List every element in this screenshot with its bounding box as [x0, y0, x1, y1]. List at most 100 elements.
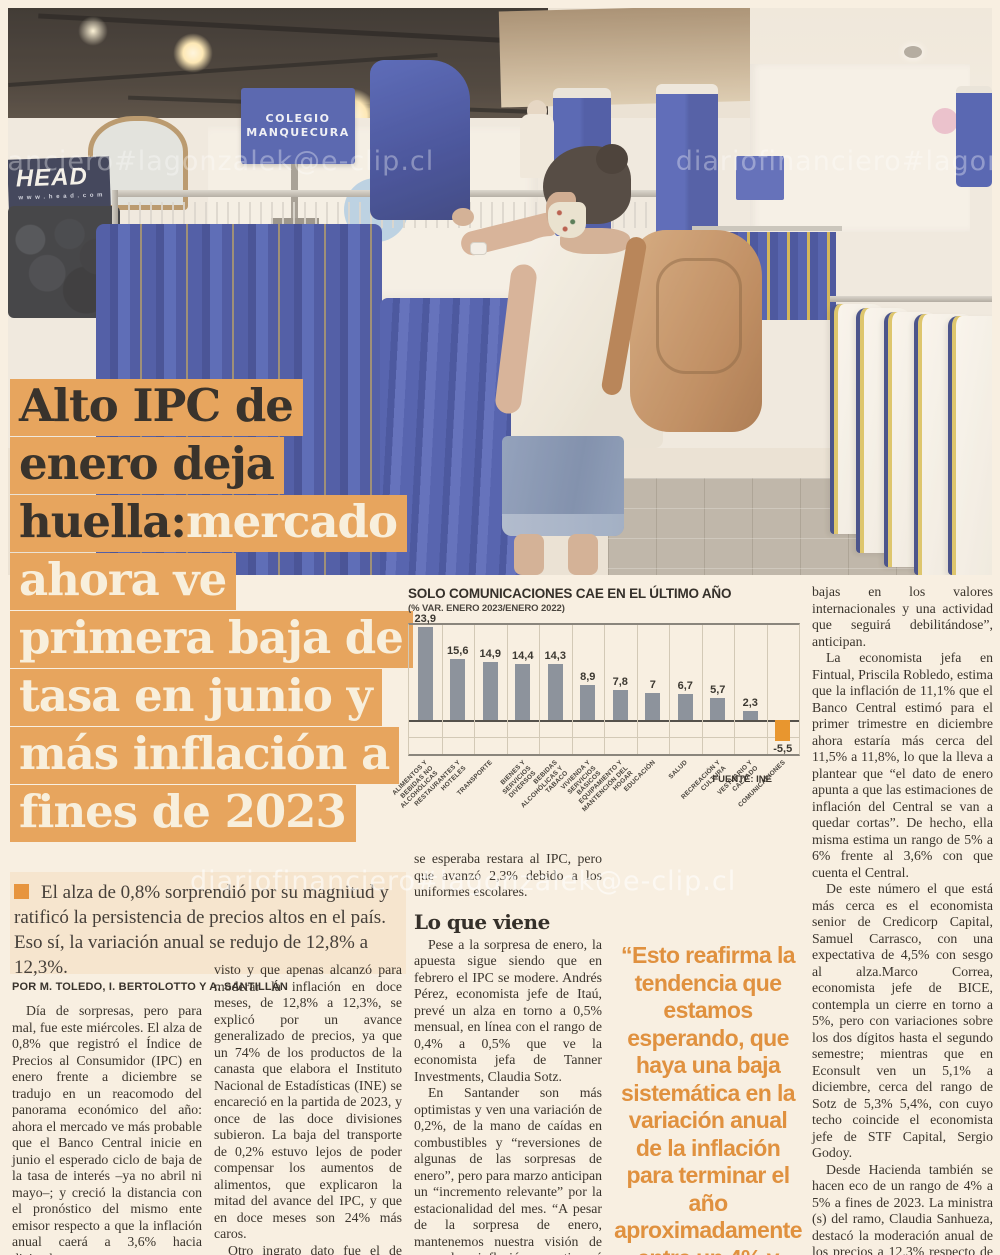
headline-segment: Alto IPC de — [10, 379, 303, 436]
chart-subtitle: (% VAR. ENERO 2023/ENERO 2022) — [408, 603, 565, 614]
chart-value-label: 8,9 — [580, 671, 596, 684]
chart-bar — [515, 663, 531, 720]
body-column-1: Día de sorpresas, pero para mal, fue est… — [12, 1003, 202, 1255]
blue-pants-display — [956, 86, 992, 187]
blue-pants-display — [656, 84, 718, 242]
photo-watermark: diariofinanciero#lagonzalek@e-clip.cl di… — [8, 146, 992, 177]
body-column-5: bajas en los valores internacionales y u… — [812, 584, 993, 1255]
floral-face-mask — [548, 202, 586, 238]
chart-bar — [482, 661, 498, 720]
chart-bar — [645, 692, 661, 720]
chart-value-label: 14,3 — [544, 650, 566, 663]
chart-value-label: 15,6 — [447, 645, 469, 658]
wall-partition — [750, 64, 970, 232]
headline-segment: enero deja — [10, 437, 284, 494]
headline-segment: mercado — [186, 495, 408, 552]
gridline — [669, 625, 670, 754]
headline-segment: más inflación a — [10, 727, 400, 784]
gridline — [701, 625, 703, 754]
pull-quote: “Esto reafirma la tendencia que estamos … — [614, 942, 802, 1255]
paragraph: De este número el que está más cerca es … — [812, 881, 993, 1160]
headline-line: fines de 2023 — [10, 785, 430, 842]
gridline — [506, 625, 508, 754]
colegio-sign-text: COLEGIO MANQUECURA — [246, 112, 350, 139]
chart-value-label: 5,7 — [710, 683, 726, 696]
white-shirt — [948, 316, 992, 575]
gridline — [604, 625, 605, 754]
colegio-manquecura-sign: COLEGIO MANQUECURA — [241, 88, 355, 164]
headline-line: Alto IPC de — [10, 379, 430, 436]
shopper-hand — [452, 208, 474, 226]
chart-bar — [677, 693, 693, 720]
round-sticker — [932, 108, 958, 134]
rack-bar — [692, 226, 842, 231]
quote-text: “Esto reafirma la tendencia que estamos … — [614, 942, 802, 1255]
denim-shorts — [502, 436, 624, 536]
chart-value-label: 2,3 — [742, 697, 758, 710]
headline-line: más inflación a — [10, 727, 430, 784]
spotlight — [173, 33, 213, 73]
gridline — [766, 625, 768, 754]
shirt-rack-bar — [830, 296, 992, 302]
headline-line: enero deja — [10, 437, 430, 494]
chart-plot: 23,9 15,6 14,9 14,4 14,3 8,9 7,8 7 6,7 5,7 2,3 -5,5 — [408, 613, 800, 756]
chart-bar — [775, 720, 791, 742]
headline-segment: huella: — [10, 495, 197, 552]
chart-title: SOLO COMUNICACIONES CAE EN EL ÚLTIMO AÑO — [408, 586, 732, 601]
subhead-lo-que-viene: Lo que viene — [414, 909, 550, 934]
lead-panel — [10, 872, 406, 974]
paragraph: bajas en los valores internacionales y u… — [812, 584, 993, 649]
recessed-light — [904, 46, 922, 58]
chart-bar — [742, 711, 758, 720]
headline-segment: tasa en junio y — [10, 669, 382, 726]
headline-line: tasa en junio y — [10, 669, 430, 726]
paragraph: se esperaba restara al IPC, pero que ava… — [414, 851, 602, 899]
orange-bullet-icon — [14, 884, 29, 899]
gridline — [734, 625, 735, 754]
gridline — [474, 625, 475, 754]
gridline — [636, 625, 638, 754]
body-column-2: visto y que apenas alcanzó para moderar … — [214, 962, 402, 1255]
inflation-chart: SOLO COMUNICACIONES CAE EN EL ÚLTIMO AÑO… — [391, 586, 800, 818]
chart-value-label: 14,9 — [479, 647, 501, 660]
chart-bar — [417, 626, 433, 720]
headline: Alto IPC de enero deja huella: mercado ahor… — [10, 379, 430, 843]
wristwatch — [470, 242, 487, 255]
chart-value-label: -5,5 — [773, 743, 793, 756]
chart-value-label: 7,8 — [612, 675, 628, 688]
chart-value-label: 23,9 — [414, 612, 436, 625]
watermark: diariofinanciero#lagonzalek@e-clip.cl — [190, 866, 737, 897]
headline-line: huella: mercado — [10, 495, 430, 552]
headline-line: ahora ve — [10, 553, 430, 610]
headline-segment: primera baja de — [10, 611, 413, 668]
gridline — [441, 625, 443, 754]
chart-ticks: ALIMENTOS Y BEBIDAS NO ALCOHÓLICAS RESTAU… — [391, 756, 800, 818]
paragraph: Otro ingrato dato fue el de vestuario y … — [228, 1242, 402, 1255]
chart-bar — [547, 664, 563, 720]
gridline — [539, 625, 540, 754]
chart-source: FUENTE: INE — [712, 774, 772, 785]
chart-bar — [710, 697, 726, 720]
body-column-3: se esperaba restara al IPC, pero que ava… — [414, 851, 602, 1255]
paragraph: Desde Hacienda también se hacen eco de u… — [812, 1161, 993, 1255]
headline-segment: ahora ve — [10, 553, 237, 610]
chart-bar — [612, 689, 628, 720]
small-sign — [736, 156, 784, 200]
gridline — [571, 625, 573, 754]
backpack-seam — [656, 258, 742, 374]
paragraph: Pese a la sorpresa de enero, la apuesta … — [414, 936, 602, 1084]
shopper-leg — [514, 534, 544, 575]
spotlight — [78, 16, 108, 46]
chart-value-label: 14,4 — [512, 649, 534, 662]
chart-value-label: 7 — [649, 678, 656, 691]
shopper-leg — [568, 534, 598, 575]
paragraph: Día de sorpresas, pero para mal, fue est… — [12, 1003, 202, 1255]
lead-text: El alza de 0,8% sorprendió por su magnit… — [14, 882, 389, 978]
lead-paragraph: El alza de 0,8% sorprendió por su magnit… — [14, 880, 398, 980]
byline: POR M. TOLEDO, I. BERTOLOTTO Y A. SANTIL… — [12, 981, 289, 993]
paragraph: En Santander son más optimistas y ven un… — [414, 1085, 602, 1255]
blue-jacket — [370, 60, 470, 220]
paragraph: La economista jefa en Fintual, Priscila … — [812, 650, 993, 880]
headline-segment: fines de 2023 — [10, 785, 356, 842]
